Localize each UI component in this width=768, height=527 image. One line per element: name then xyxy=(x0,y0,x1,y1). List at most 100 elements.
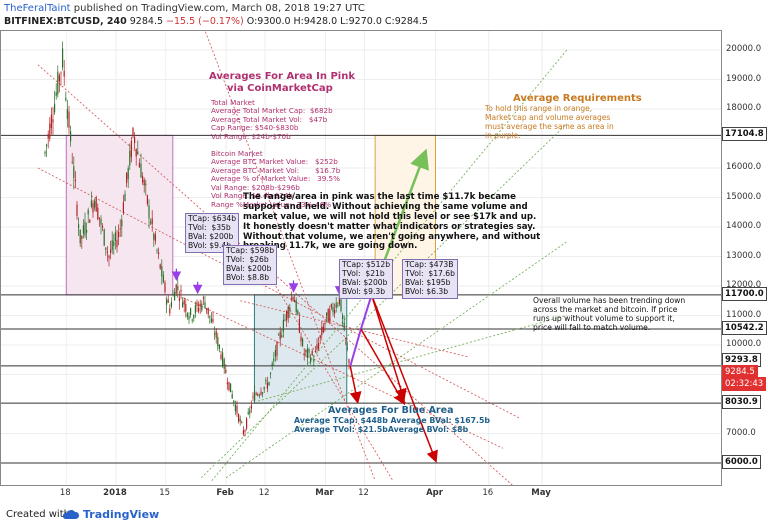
candle-body xyxy=(130,141,132,158)
candle-body xyxy=(298,318,300,333)
candle-body xyxy=(54,103,56,113)
green-trendline xyxy=(211,49,568,481)
candle-body xyxy=(162,275,164,283)
price-chart[interactable]: Averages For Area In Pink via CoinMarket… xyxy=(0,30,722,486)
blue-area-line2: Average TVol: $21.5bAverage BVol: $8b xyxy=(294,425,469,434)
candle-body xyxy=(228,381,230,391)
y-tick-label: 20000.0 xyxy=(726,44,762,54)
pink-stat-line: Cap Range: $540-$830b xyxy=(211,123,299,133)
candle-body xyxy=(71,161,73,163)
candle-body xyxy=(154,234,156,242)
candle-body xyxy=(297,310,299,315)
candle-body xyxy=(322,326,324,333)
pink-stat-line: Average Total Market Vol: $47b xyxy=(211,114,328,124)
candle-body xyxy=(263,386,265,390)
candle-body xyxy=(158,252,160,255)
candle-body xyxy=(113,241,115,246)
candle-body xyxy=(87,209,89,215)
candle-body xyxy=(310,357,312,363)
candle-body xyxy=(276,341,278,356)
candle-body xyxy=(254,391,256,401)
candle-body xyxy=(81,235,83,239)
candle-body xyxy=(122,202,124,214)
candle-body xyxy=(84,221,86,236)
candle-body xyxy=(255,394,257,395)
candle-body xyxy=(210,318,212,323)
candle-body xyxy=(196,302,198,306)
candle-body xyxy=(337,305,339,306)
candle-body xyxy=(334,309,336,314)
candle-body xyxy=(201,303,203,311)
candle-body xyxy=(239,418,241,422)
candle-body xyxy=(279,331,281,340)
candle-body xyxy=(74,179,76,182)
candle-body xyxy=(271,363,273,366)
candle-body xyxy=(105,247,107,250)
time-axis[interactable]: 18 2018 15 Feb 12 Mar 12 Apr 16 May xyxy=(0,486,722,500)
candle-body xyxy=(78,224,80,229)
candle-body xyxy=(94,201,96,208)
candle-body xyxy=(63,70,65,77)
candle-body xyxy=(225,369,227,373)
tradingview-brand[interactable]: TradingView xyxy=(83,508,160,521)
purple-projection-line xyxy=(349,328,362,367)
red-projection-arrow xyxy=(370,294,438,463)
candle-body xyxy=(44,151,46,154)
candle-body xyxy=(62,48,64,68)
candle-body xyxy=(338,296,340,305)
pink-stat-line: Average % of Market Value: 39.5% xyxy=(211,174,340,184)
publish-info: published on TradingView.com, March 08, … xyxy=(73,3,365,14)
price-level-label: 17104.8 xyxy=(722,127,767,142)
y-tick-label: 10000.0 xyxy=(726,339,762,349)
price-axis[interactable]: 20000.019000.018000.017000.016000.015000… xyxy=(722,30,768,486)
candle-body xyxy=(274,349,276,357)
stats-box-4: TCap: $473B TVol: $17.6b BVal: $195b BVo… xyxy=(402,259,458,299)
candle-body xyxy=(238,413,240,422)
candle-body xyxy=(284,319,286,321)
candle-body xyxy=(153,233,155,240)
candle-body xyxy=(214,333,216,335)
candle-body xyxy=(129,150,131,166)
red-trendline xyxy=(275,285,394,481)
pink-stat-line: Total Market xyxy=(211,98,255,107)
candle-body xyxy=(185,304,187,312)
y-tick-label: 13000.0 xyxy=(726,250,762,261)
price-level-label: 11700.0 xyxy=(722,286,767,301)
candle-body xyxy=(265,379,267,382)
y-tick-label: 19000.0 xyxy=(726,73,762,84)
green-trendline xyxy=(225,241,568,479)
author-link[interactable]: TheFeralTaint xyxy=(4,3,71,14)
candle-body xyxy=(190,308,192,315)
pink-stat-line: Range %Market Value: 33%-46% xyxy=(211,199,332,209)
green-trendline xyxy=(257,315,567,402)
candle-body xyxy=(342,315,344,320)
candle-body xyxy=(86,229,88,233)
candle-body xyxy=(98,217,100,219)
candle-body xyxy=(65,97,67,101)
red-trendline xyxy=(240,300,468,358)
candle-body xyxy=(100,218,102,225)
red-projection-arrow xyxy=(349,365,362,404)
candle-body xyxy=(246,418,248,429)
pink-area-title: Averages For Area In Pink xyxy=(209,71,355,82)
candle-body xyxy=(58,75,60,82)
price-level-label: 8030.9 xyxy=(722,395,761,410)
candle-body xyxy=(164,282,166,293)
candle-body xyxy=(188,316,190,320)
pink-area-subtitle: via CoinMarketCap xyxy=(227,83,333,94)
pink-stat-line: Vol Range: $9.4b-$24b xyxy=(211,191,293,201)
candle-body xyxy=(313,359,315,362)
candle-body xyxy=(143,180,145,186)
chart-header: TheFeralTaint published on TradingView.c… xyxy=(0,0,768,30)
candle-body xyxy=(318,343,320,349)
red-projection-arrow xyxy=(360,328,406,406)
candle-body xyxy=(73,166,75,179)
candle-body xyxy=(252,396,254,398)
candle-body xyxy=(223,359,225,369)
candle-body xyxy=(60,72,62,74)
candle-body xyxy=(50,114,52,129)
candle-body xyxy=(46,144,48,147)
candle-body xyxy=(289,307,291,311)
candle-body xyxy=(140,163,142,178)
candle-body xyxy=(114,232,116,242)
